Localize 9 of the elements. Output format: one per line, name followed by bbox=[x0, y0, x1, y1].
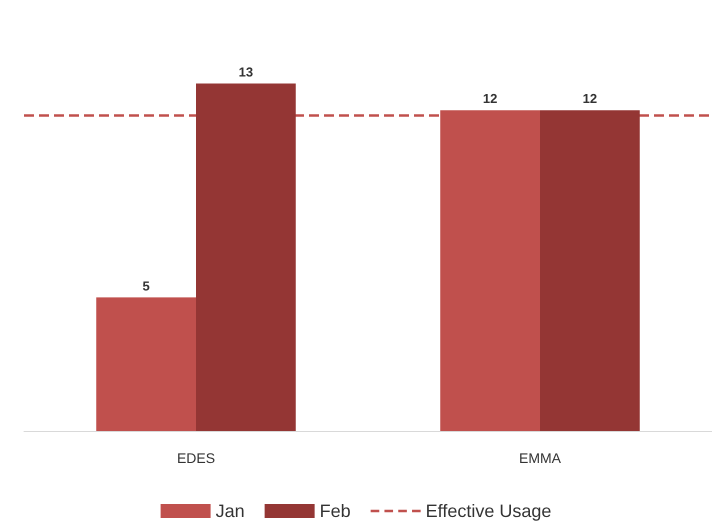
data-label: 13 bbox=[238, 64, 254, 80]
data-label: 12 bbox=[582, 91, 598, 106]
legend-label: Effective Usage bbox=[426, 501, 552, 521]
data-label: 5 bbox=[142, 278, 150, 294]
legend-label: Feb bbox=[320, 501, 351, 521]
data-label: 12 bbox=[482, 91, 498, 106]
x-tick-label: EDES bbox=[176, 450, 216, 466]
legend-label: Jan bbox=[216, 501, 245, 521]
x-tick-label: EMMA bbox=[519, 450, 562, 466]
